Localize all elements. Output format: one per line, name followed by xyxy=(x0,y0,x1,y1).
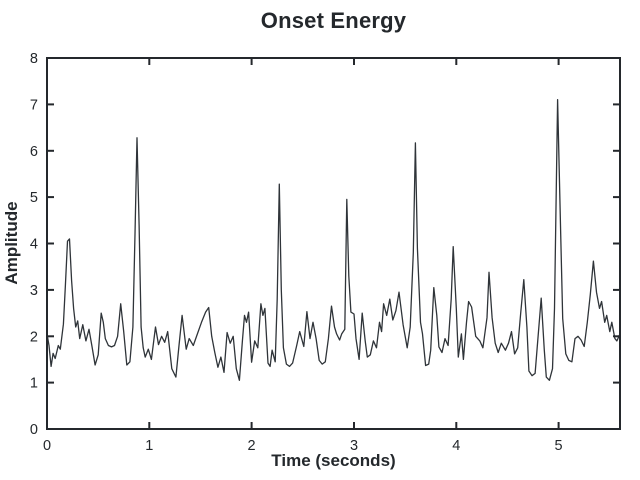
x-tick-label: 3 xyxy=(350,438,358,454)
chart-title: Onset Energy xyxy=(260,8,407,33)
x-axis-label: Time (seconds) xyxy=(271,451,396,470)
x-tick-label: 1 xyxy=(145,438,153,454)
y-tick-label: 8 xyxy=(30,51,38,67)
x-tick-label: 0 xyxy=(43,438,51,454)
y-tick-label: 0 xyxy=(30,422,38,438)
plot-frame xyxy=(46,57,621,430)
x-tick-label: 4 xyxy=(452,438,460,454)
x-tick-label: 2 xyxy=(248,438,256,454)
y-tick-label: 2 xyxy=(30,329,38,345)
y-tick-label: 3 xyxy=(30,283,38,299)
signal-line xyxy=(46,99,621,381)
y-tick-label: 5 xyxy=(30,190,38,206)
x-tick-label: 5 xyxy=(555,438,563,454)
y-tick-label: 7 xyxy=(30,97,38,113)
y-tick-label: 1 xyxy=(30,376,38,392)
y-tick-label: 4 xyxy=(30,237,38,253)
y-tick-label: 6 xyxy=(30,144,38,160)
